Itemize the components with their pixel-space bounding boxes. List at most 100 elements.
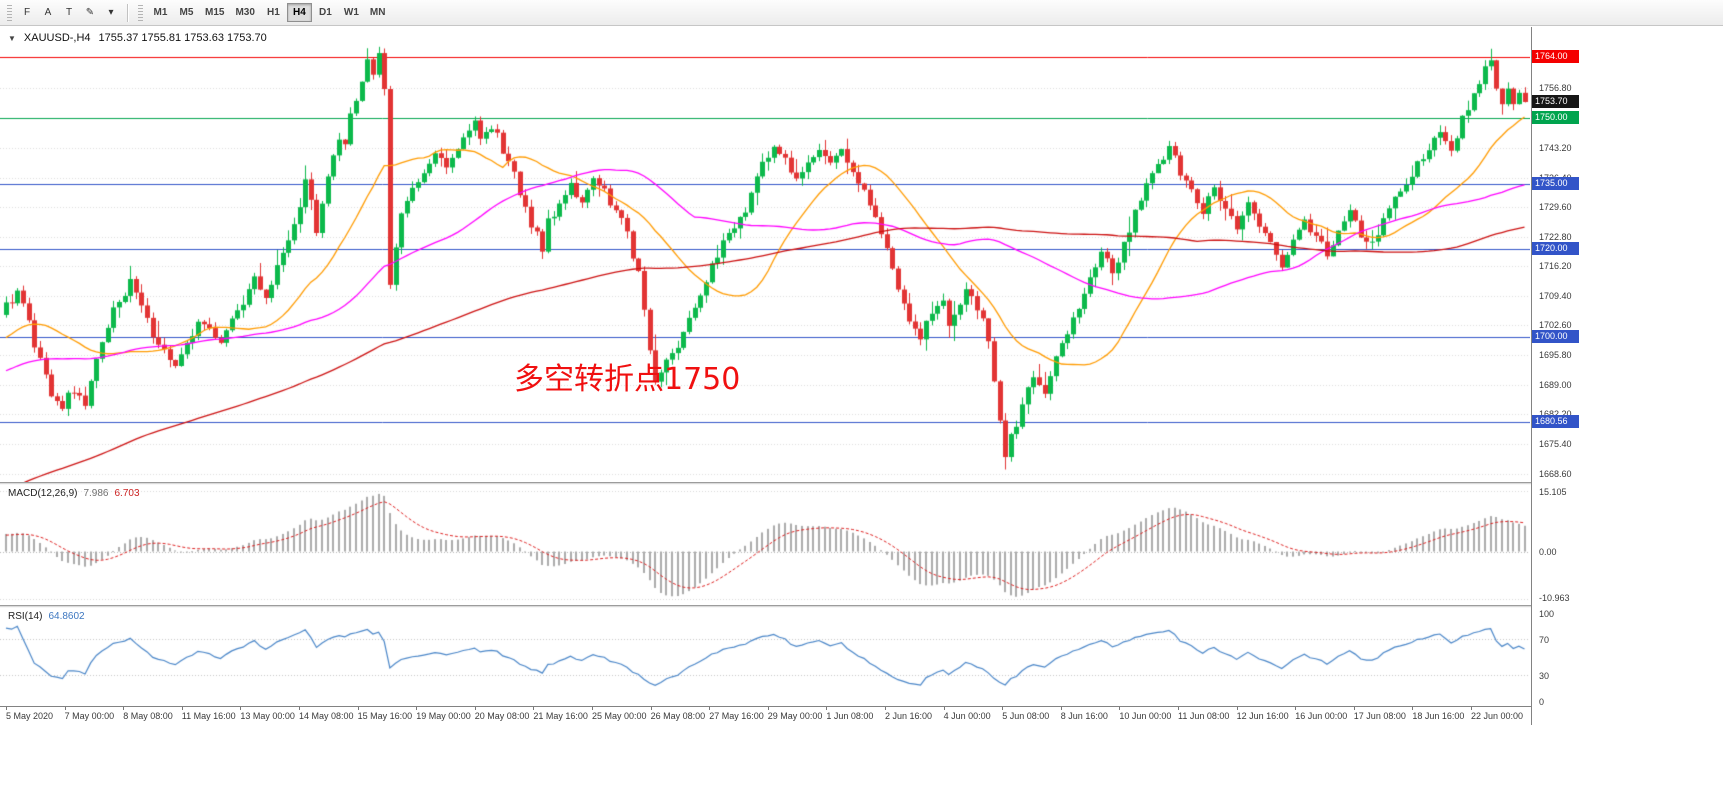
macd-signal-value: 6.703: [114, 488, 140, 499]
time-axis-label: 17 Jun 08:00: [1353, 711, 1406, 721]
chart-annotation-text[interactable]: 多空转折点1750: [514, 362, 741, 397]
time-axis-tick: [1237, 707, 1238, 710]
price-axis[interactable]: 1756.801750.001743.201736.401729.601722.…: [1531, 27, 1723, 725]
time-axis-tick: [885, 707, 886, 710]
timeframe-button-h1[interactable]: H1: [267, 7, 280, 18]
time-axis-label: 13 May 00:00: [240, 711, 295, 721]
chart-window: ▼ XAUUSD-,H4 1755.37 1755.81 1753.63 175…: [0, 27, 1723, 792]
top-toolbar: F A T ✎ ▾ M1 M5 M15 M30 H1 H4 D1 W1 MN: [0, 0, 1723, 26]
price-tick-label: 1682.20: [1539, 409, 1572, 419]
price-level-badge[interactable]: 1735.00: [1532, 177, 1579, 190]
price-level-badge[interactable]: 1764.00: [1532, 50, 1579, 63]
text-label-tool-button[interactable]: A: [44, 7, 52, 18]
time-axis-tick: [1471, 707, 1472, 710]
time-axis-tick: [1354, 707, 1355, 710]
time-axis-tick: [123, 707, 124, 710]
time-axis[interactable]: 5 May 2020 7 May 00:00 8 May 08:00 11 May 1…: [0, 706, 1531, 725]
toolbar-grip[interactable]: [7, 4, 12, 21]
timeframe-button-m30[interactable]: M30: [235, 7, 255, 18]
price-tick-label: 1743.20: [1539, 143, 1572, 153]
rsi-value: 64.8602: [48, 611, 85, 622]
time-axis-label: 21 May 16:00: [533, 711, 588, 721]
drawing-tool-dropdown[interactable]: ▾: [108, 7, 114, 18]
timeframe-button-mn[interactable]: MN: [369, 7, 386, 18]
rsi-scale-label: 100: [1539, 609, 1555, 619]
time-axis-label: 8 Jun 16:00: [1060, 711, 1108, 721]
time-axis-tick: [709, 707, 710, 710]
drawing-tool-button[interactable]: ✎: [85, 7, 95, 18]
price-tick-label: 1689.00: [1539, 380, 1572, 390]
time-axis-tick: [1119, 707, 1120, 710]
price-level-badge[interactable]: 1750.00: [1532, 111, 1579, 124]
time-axis-label: 22 Jun 00:00: [1471, 711, 1524, 721]
time-axis-tick: [299, 707, 300, 710]
time-axis-tick: [1061, 707, 1062, 710]
macd-header: MACD(12,26,9) 7.986 6.703: [8, 488, 140, 499]
time-axis-label: 11 Jun 08:00: [1178, 711, 1230, 721]
timeframe-button-m1[interactable]: M1: [153, 7, 168, 18]
time-axis-tick: [475, 707, 476, 710]
time-axis-label: 14 May 08:00: [299, 711, 354, 721]
time-axis-tick: [768, 707, 769, 710]
time-axis-label: 1 Jun 08:00: [826, 711, 874, 721]
ohlc-readout: 1755.37 1755.81 1753.63 1753.70: [98, 32, 267, 44]
time-axis-label: 18 Jun 16:00: [1412, 711, 1465, 721]
text-box-tool-button[interactable]: T: [65, 7, 73, 18]
symbol-period-label: XAUUSD-,H4: [23, 32, 91, 44]
rsi-indicator-canvas[interactable]: [0, 608, 1530, 706]
timeframe-button-m5[interactable]: M5: [179, 7, 194, 18]
time-axis-label: 11 May 16:00: [181, 711, 236, 721]
timeframes-toolbar: M1 M5 M15 M30 H1 H4 D1 W1 MN: [148, 3, 390, 22]
time-axis-label: 2 Jun 16:00: [885, 711, 933, 721]
toolbar-grip-2[interactable]: [138, 4, 143, 21]
macd-scale-min: -10.963: [1539, 593, 1570, 603]
price-tick-label: 1756.80: [1539, 83, 1572, 93]
panel-splitter-macd[interactable]: [0, 482, 1723, 485]
price-tick-label: 1709.40: [1539, 291, 1572, 301]
price-tick-label: 1695.80: [1539, 350, 1572, 360]
time-axis-label: 8 May 08:00: [123, 711, 173, 721]
time-axis-tick: [1295, 707, 1296, 710]
price-level-badge[interactable]: 1700.00: [1532, 330, 1579, 343]
time-axis-tick: [944, 707, 945, 710]
rsi-scale-label: 0: [1539, 697, 1545, 707]
timeframe-button-m15[interactable]: M15: [205, 7, 225, 18]
price-tick-label: 1716.20: [1539, 261, 1572, 271]
time-axis-label: 12 Jun 16:00: [1236, 711, 1289, 721]
timeframe-button-d1[interactable]: D1: [319, 7, 332, 18]
current-price-badge[interactable]: 1753.70: [1532, 95, 1579, 108]
time-axis-tick: [6, 707, 7, 710]
time-axis-label: 7 May 00:00: [64, 711, 115, 721]
rsi-header: RSI(14) 64.8602: [8, 611, 85, 622]
time-axis-label: 10 Jun 00:00: [1119, 711, 1172, 721]
fibonacci-tool-button[interactable]: F: [23, 7, 31, 18]
timeframe-button-h4[interactable]: H4: [286, 3, 312, 22]
time-axis-tick: [65, 707, 66, 710]
candlestick-chart-canvas[interactable]: [0, 27, 1530, 482]
macd-indicator-canvas[interactable]: [0, 485, 1530, 605]
time-axis-label: 5 Jun 08:00: [1002, 711, 1050, 721]
time-axis-tick: [826, 707, 827, 710]
time-axis-label: 26 May 08:00: [650, 711, 706, 721]
price-tick-label: 1668.60: [1539, 469, 1572, 479]
time-axis-tick: [651, 707, 652, 710]
macd-main-value: 7.986: [83, 488, 109, 499]
time-axis-tick: [533, 707, 534, 710]
line-studies-toolbar: F A T ✎ ▾: [17, 3, 121, 22]
price-tick-label: 1722.80: [1539, 232, 1572, 242]
price-level-badge[interactable]: 1680.56: [1532, 415, 1579, 428]
symbol-dropdown-arrow[interactable]: ▼: [8, 33, 16, 43]
price-tick-label: 1702.60: [1539, 320, 1572, 330]
time-axis-tick: [592, 707, 593, 710]
time-axis-tick: [240, 707, 241, 710]
time-axis-label: 16 Jun 00:00: [1295, 711, 1348, 721]
time-axis-tick: [182, 707, 183, 710]
time-axis-label: 20 May 08:00: [474, 711, 530, 721]
toolbar-separator: [127, 3, 128, 22]
panel-splitter-rsi[interactable]: [0, 605, 1723, 608]
timeframe-button-w1[interactable]: W1: [343, 7, 359, 18]
rsi-scale-label: 70: [1539, 635, 1550, 645]
price-level-badge[interactable]: 1720.00: [1532, 242, 1579, 255]
time-axis-label: 5 May 2020: [6, 711, 54, 721]
